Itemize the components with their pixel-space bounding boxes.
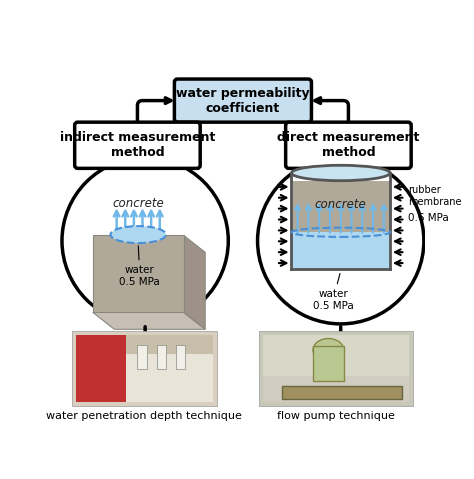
Text: rubber
membrane: rubber membrane [409, 185, 462, 207]
Text: concrete: concrete [112, 197, 164, 210]
FancyBboxPatch shape [174, 79, 311, 122]
Text: water
0.5 MPa: water 0.5 MPa [119, 246, 160, 287]
Polygon shape [263, 376, 409, 402]
Text: water permeability
coefficient: water permeability coefficient [176, 87, 310, 114]
Polygon shape [93, 312, 205, 329]
Polygon shape [76, 335, 126, 402]
Polygon shape [76, 335, 213, 402]
Polygon shape [263, 335, 409, 376]
Polygon shape [137, 345, 146, 369]
FancyBboxPatch shape [75, 122, 200, 168]
Polygon shape [93, 235, 183, 312]
Polygon shape [259, 331, 413, 406]
Polygon shape [176, 345, 185, 369]
Text: concrete: concrete [315, 198, 366, 211]
Ellipse shape [313, 339, 344, 362]
Polygon shape [183, 235, 205, 329]
Text: indirect measurement
method: indirect measurement method [60, 131, 215, 159]
Ellipse shape [292, 165, 390, 181]
Text: water penetration depth technique: water penetration depth technique [46, 411, 242, 421]
Text: flow pump technique: flow pump technique [277, 411, 395, 421]
Polygon shape [292, 232, 390, 269]
Polygon shape [313, 346, 344, 381]
Polygon shape [157, 345, 166, 369]
Circle shape [257, 158, 424, 324]
Text: direct measurement
method: direct measurement method [277, 131, 419, 159]
Polygon shape [282, 386, 401, 399]
Polygon shape [292, 181, 390, 232]
FancyBboxPatch shape [286, 122, 411, 168]
Text: 0.6 MPa: 0.6 MPa [409, 213, 449, 223]
Circle shape [62, 158, 228, 324]
Polygon shape [72, 331, 217, 406]
Ellipse shape [110, 226, 166, 243]
Polygon shape [126, 354, 213, 402]
Text: water
0.5 MPa: water 0.5 MPa [313, 274, 354, 311]
